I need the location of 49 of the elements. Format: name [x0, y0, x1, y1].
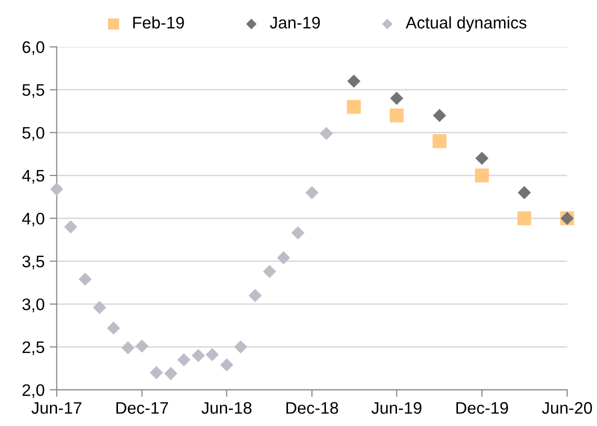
point — [177, 353, 190, 366]
y-tick-label: 4,0 — [22, 212, 44, 226]
x-tick-label: Jun-20 — [542, 402, 592, 414]
point — [432, 108, 446, 122]
y-tick-label: 3,5 — [22, 256, 44, 270]
point — [192, 348, 205, 362]
point — [517, 211, 532, 226]
point — [390, 92, 404, 105]
point — [262, 264, 276, 278]
point — [432, 134, 446, 148]
point — [78, 272, 92, 286]
x-tick-label: Jun-18 — [201, 402, 252, 414]
y-tick-label: 5,5 — [22, 84, 44, 98]
point — [346, 100, 361, 114]
point — [106, 321, 120, 335]
legend-label: Actual dynamics — [406, 16, 526, 32]
y-tick-label: 3,0 — [22, 298, 44, 312]
point — [206, 348, 219, 362]
legend-label: Jan-19 — [270, 16, 320, 29]
point — [164, 366, 178, 380]
point — [475, 152, 489, 165]
x-tick-label: Dec-19 — [456, 402, 508, 414]
point — [390, 108, 404, 122]
point — [121, 341, 135, 354]
point — [150, 366, 163, 380]
x-tick-label: Jun-19 — [371, 402, 422, 414]
y-tick-label: 4,5 — [22, 170, 44, 184]
point — [291, 226, 305, 240]
legend-label: Feb-19 — [133, 16, 184, 29]
point — [518, 186, 531, 200]
point — [276, 251, 290, 264]
x-tick-label: Jun-17 — [32, 402, 82, 414]
x-tick-label: Dec-18 — [286, 402, 338, 414]
point — [320, 126, 333, 140]
point — [92, 300, 106, 314]
point — [347, 74, 360, 88]
y-tick-label: 5,0 — [22, 126, 44, 141]
x-tick-label: Dec-17 — [116, 402, 168, 414]
point — [64, 220, 78, 234]
y-tick-label: 2,0 — [22, 384, 44, 398]
y-tick-label: 2,5 — [22, 341, 44, 356]
point — [135, 339, 149, 353]
point — [220, 358, 234, 372]
point — [50, 182, 64, 196]
point — [474, 168, 489, 182]
point — [234, 340, 248, 354]
y-tick-label: 6,0 — [22, 41, 44, 56]
point — [248, 288, 262, 302]
point — [305, 186, 319, 200]
